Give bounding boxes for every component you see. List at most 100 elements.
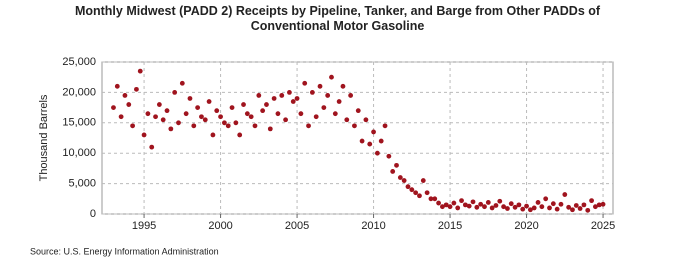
point xyxy=(382,123,388,129)
point xyxy=(313,114,319,120)
point xyxy=(183,111,189,117)
point xyxy=(482,204,487,210)
point xyxy=(436,200,441,206)
point xyxy=(221,120,227,126)
y-tick-label: 20,000 xyxy=(62,86,96,98)
point xyxy=(420,178,426,183)
point xyxy=(126,102,132,107)
point xyxy=(462,202,468,208)
point xyxy=(206,99,212,104)
point xyxy=(340,83,346,89)
point xyxy=(191,123,197,129)
point xyxy=(229,105,235,110)
point xyxy=(145,111,151,117)
point xyxy=(160,117,166,123)
point xyxy=(168,126,174,132)
point xyxy=(187,96,193,101)
point xyxy=(505,206,510,211)
point xyxy=(279,93,285,98)
x-tick-label: 2025 xyxy=(591,220,615,232)
point xyxy=(401,178,407,183)
point xyxy=(424,190,430,196)
point xyxy=(164,108,170,114)
point xyxy=(378,138,384,144)
point xyxy=(321,105,327,110)
point xyxy=(550,201,556,207)
point xyxy=(543,196,549,202)
point xyxy=(485,200,491,205)
point xyxy=(325,93,331,98)
point xyxy=(130,123,135,129)
point xyxy=(554,206,560,212)
point xyxy=(440,204,445,210)
point xyxy=(149,144,155,150)
point xyxy=(363,117,369,123)
point xyxy=(451,200,457,206)
point xyxy=(332,111,338,117)
point xyxy=(535,200,541,205)
source-note: Source: U.S. Energy Information Administ… xyxy=(30,246,219,256)
point xyxy=(547,205,552,211)
point xyxy=(386,153,392,159)
point xyxy=(271,96,277,101)
point xyxy=(562,192,568,197)
point xyxy=(275,111,281,117)
point xyxy=(111,105,116,110)
point xyxy=(577,206,583,211)
point xyxy=(336,99,342,104)
point xyxy=(359,138,365,144)
point xyxy=(260,108,266,114)
point xyxy=(141,132,147,138)
point xyxy=(443,202,449,208)
point xyxy=(244,111,250,117)
point xyxy=(585,207,591,213)
point xyxy=(210,132,216,138)
point xyxy=(290,99,296,104)
point xyxy=(573,203,579,208)
point xyxy=(179,80,185,86)
point xyxy=(413,190,419,196)
point xyxy=(516,202,522,208)
point xyxy=(134,86,139,92)
point xyxy=(589,198,594,204)
x-tick-label: 2020 xyxy=(514,220,538,232)
point xyxy=(527,207,533,213)
x-tick-label: 2010 xyxy=(361,220,385,232)
point xyxy=(264,102,269,107)
point xyxy=(156,102,162,107)
point xyxy=(512,204,518,210)
point xyxy=(225,123,231,129)
point xyxy=(294,96,300,101)
point xyxy=(405,184,411,190)
x-tick-label: 2005 xyxy=(285,220,309,232)
point xyxy=(329,74,334,80)
point xyxy=(558,201,564,207)
point xyxy=(409,187,415,193)
point xyxy=(600,201,606,207)
point xyxy=(474,204,480,210)
point xyxy=(267,126,273,132)
point xyxy=(570,207,575,213)
point xyxy=(344,117,350,123)
point xyxy=(397,175,403,180)
point xyxy=(348,93,354,98)
point xyxy=(317,83,323,89)
point xyxy=(287,90,292,95)
y-tick-label: 0 xyxy=(90,208,96,220)
point xyxy=(118,114,124,120)
point xyxy=(298,111,304,117)
point xyxy=(371,129,376,135)
point xyxy=(195,105,201,110)
point xyxy=(417,193,422,199)
point xyxy=(252,123,258,129)
y-axis-label: Thousand Barrels xyxy=(38,94,50,181)
point xyxy=(428,196,434,202)
point xyxy=(501,204,507,210)
point xyxy=(137,68,143,74)
point xyxy=(432,196,438,202)
point xyxy=(394,162,399,168)
x-tick-label: 2000 xyxy=(208,220,232,232)
point xyxy=(566,204,572,210)
